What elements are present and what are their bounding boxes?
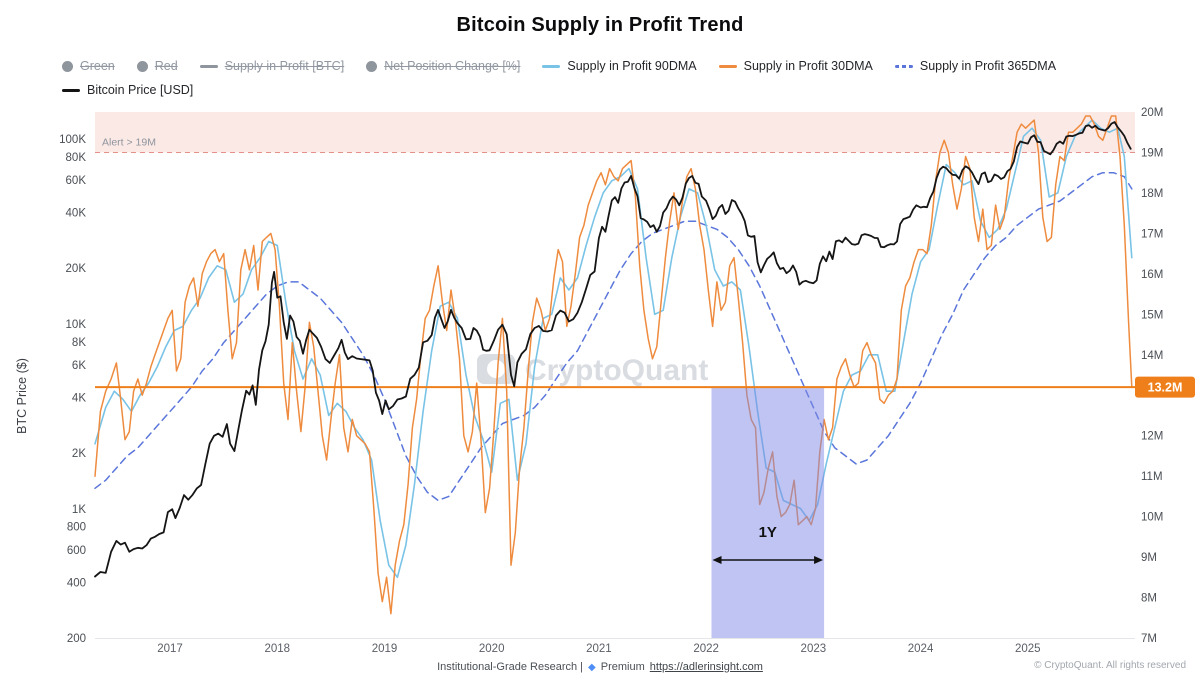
legend-label: Red bbox=[154, 59, 178, 73]
dot-marker bbox=[62, 60, 73, 72]
left-axis-tick: 40K bbox=[66, 208, 87, 220]
right-axis-tick: 7M bbox=[1141, 633, 1157, 645]
legend-label: Supply in Profit 30DMA bbox=[743, 59, 873, 73]
left-axis-tick: 1K bbox=[72, 504, 86, 516]
x-axis-tick: 2020 bbox=[479, 643, 505, 655]
left-axis-tick: 80K bbox=[66, 152, 87, 164]
right-axis-tick: 19M bbox=[1141, 147, 1163, 159]
alert-zone bbox=[95, 112, 1135, 153]
footer-premium-label: Premium bbox=[600, 661, 645, 673]
x-axis-tick: 2017 bbox=[157, 643, 183, 655]
right-axis-tick: 14M bbox=[1141, 350, 1163, 362]
left-axis-tick: 20K bbox=[66, 263, 87, 275]
left-axis-tick: 60K bbox=[66, 175, 87, 187]
legend-item-green[interactable]: Green bbox=[62, 59, 115, 73]
right-axis-tick: 17M bbox=[1141, 228, 1163, 240]
alert-label: Alert > 19M bbox=[102, 136, 156, 148]
right-axis-tick: 20M bbox=[1141, 107, 1163, 119]
copyright-text: © CryptoQuant. All rights reserved bbox=[1034, 660, 1186, 671]
series-bitcoin-price bbox=[94, 121, 1132, 578]
legend-label: Supply in Profit [BTC] bbox=[224, 59, 345, 73]
legend-item-net-position-change[interactable]: Net Position Change [%] bbox=[366, 59, 520, 73]
series-supply-365dma bbox=[94, 171, 1133, 502]
left-axis-tick: 800 bbox=[67, 522, 86, 534]
left-axis-tick: 200 bbox=[67, 633, 86, 645]
watermark-text: CryptoQuant bbox=[525, 354, 708, 387]
right-axis-tick: 11M bbox=[1141, 471, 1163, 483]
right-axis-tick: 16M bbox=[1141, 269, 1163, 281]
right-axis-tick: 15M bbox=[1141, 309, 1163, 321]
chart-canvas[interactable]: Alert > 19M CryptoQuant 1Y 100K 80K 60K 40K 20K… bbox=[0, 96, 1200, 660]
current-level-badge bbox=[1135, 376, 1195, 398]
series-supply-90dma bbox=[94, 119, 1133, 579]
legend-item-bitcoin-price-usd[interactable]: Bitcoin Price [USD] bbox=[62, 83, 193, 97]
arrow-right-head bbox=[814, 556, 824, 564]
band-duration-label: 1Y bbox=[759, 524, 777, 541]
x-axis-tick: 2025 bbox=[1015, 643, 1041, 655]
line-marker bbox=[718, 64, 737, 68]
right-axis-tick: 12M bbox=[1141, 431, 1163, 443]
line-marker bbox=[894, 64, 913, 68]
left-axis-tick: 4K bbox=[72, 392, 86, 404]
series-supply-30dma bbox=[94, 115, 1133, 615]
legend-label: Bitcoin Price [USD] bbox=[87, 83, 194, 97]
x-axis-tick: 2023 bbox=[801, 643, 827, 655]
right-axis-tick: 10M bbox=[1141, 512, 1163, 524]
dot-marker bbox=[366, 60, 378, 72]
legend-item-supply-in-profit-90dma[interactable]: Supply in Profit 90DMA bbox=[542, 59, 697, 73]
footer-research-text: Institutional-Grade Research | bbox=[437, 661, 584, 673]
right-axis-tick: 18M bbox=[1141, 188, 1163, 200]
page-title: Bitcoin Supply in Profit Trend bbox=[456, 14, 744, 36]
premium-gem-icon: ◆ bbox=[588, 661, 596, 673]
legend-row-1: Green Red Supply in Profit [BTC] Net Positi… bbox=[62, 59, 1056, 73]
left-axis-tick: 100K bbox=[59, 134, 86, 146]
right-axis-tick: 8M bbox=[1141, 593, 1157, 605]
legend-label: Supply in Profit 90DMA bbox=[567, 59, 697, 73]
legend-item-supply-in-profit-365dma[interactable]: Supply in Profit 365DMA bbox=[894, 59, 1057, 73]
left-axis-tick: 6K bbox=[72, 360, 86, 372]
legend-item-red[interactable]: Red bbox=[136, 59, 178, 73]
legend-label: Net Position Change [%] bbox=[384, 59, 521, 73]
x-axis-tick: 2019 bbox=[372, 643, 398, 655]
x-axis-tick: 2018 bbox=[264, 643, 290, 655]
right-axis-tick: 9M bbox=[1141, 552, 1157, 564]
line-marker bbox=[199, 64, 218, 68]
legend-label: Green bbox=[80, 59, 115, 73]
dot-marker bbox=[136, 60, 148, 72]
highlight-band-1y bbox=[711, 387, 825, 638]
legend-item-supply-in-profit-btc[interactable]: Supply in Profit [BTC] bbox=[199, 59, 345, 73]
legend-item-supply-in-profit-30dma[interactable]: Supply in Profit 30DMA bbox=[718, 59, 873, 73]
x-axis-tick: 2024 bbox=[908, 643, 934, 655]
watermark-logo-lens bbox=[487, 360, 505, 378]
left-axis-tick: 10K bbox=[66, 319, 87, 331]
left-axis-tick: 600 bbox=[67, 545, 86, 557]
left-axis-tick: 2K bbox=[72, 448, 86, 460]
x-axis-tick: 2022 bbox=[693, 643, 719, 655]
chart-area[interactable]: Alert > 19M CryptoQuant 1Y 100K 80K 60K 40K 20K… bbox=[0, 96, 1200, 660]
arrow-left-head bbox=[712, 556, 722, 564]
x-axis-tick: 2021 bbox=[586, 643, 612, 655]
legend-row-2: Bitcoin Price [USD] bbox=[62, 83, 193, 97]
legend-label: Supply in Profit 365DMA bbox=[919, 59, 1057, 73]
current-level-badge-text: 13.2M bbox=[1148, 380, 1183, 394]
left-axis-tick: 400 bbox=[67, 577, 86, 589]
footer-link[interactable]: https://adlerinsight.com bbox=[649, 661, 763, 673]
left-axis-title: BTC Price ($) bbox=[15, 358, 29, 434]
line-marker bbox=[542, 64, 561, 68]
left-axis-tick: 8K bbox=[72, 337, 86, 349]
footer: Institutional-Grade Research | ◆ Premium… bbox=[0, 661, 1200, 673]
line-marker bbox=[62, 88, 80, 92]
